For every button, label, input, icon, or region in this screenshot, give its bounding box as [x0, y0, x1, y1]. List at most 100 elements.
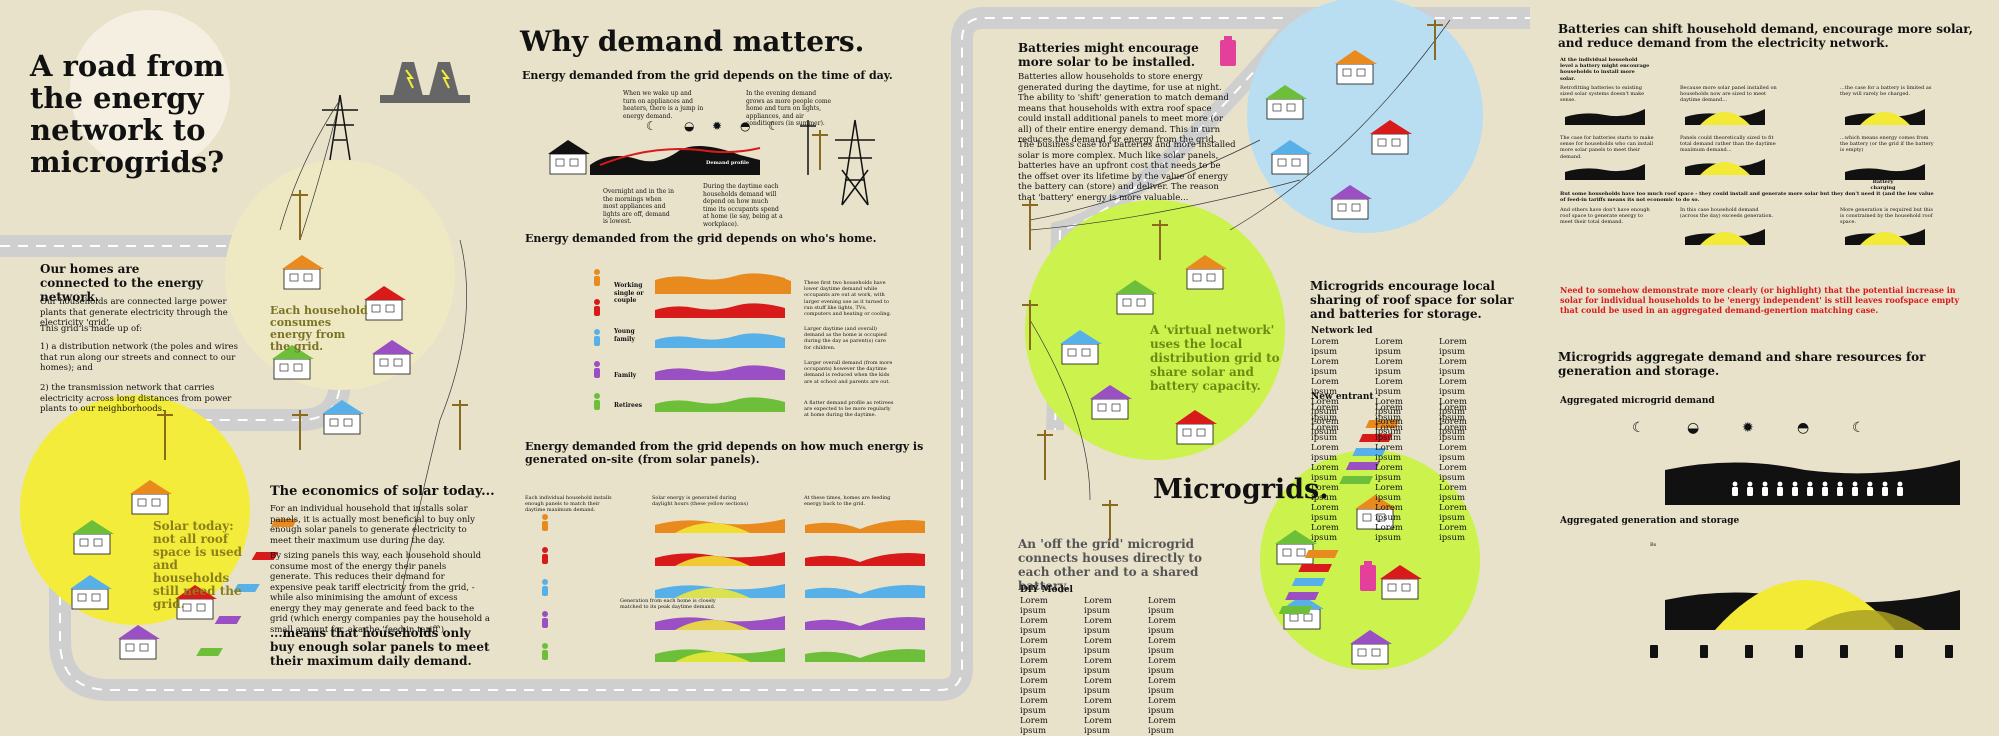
svg-text:◓: ◓	[740, 119, 750, 133]
svg-text:◒: ◒	[684, 119, 694, 133]
household-label: Working single or couple	[614, 282, 644, 304]
p4-note-7: ...which means energy comes from the bat…	[1840, 135, 1934, 154]
lorem-row: Lorem ipsum Lorem ipsum Lorem ipsum	[1311, 443, 1511, 463]
p4-note-5: The case for batteries starts to make se…	[1560, 135, 1654, 160]
homes-paragraph-3: 1) a distribution network (the poles and…	[40, 342, 238, 373]
homes-paragraph-2: This grid is made up of:	[40, 324, 143, 334]
mini-solar-graph	[1860, 112, 1910, 125]
person-icon	[1882, 481, 1888, 487]
lorem-cell: Lorem ipsum	[1148, 716, 1176, 736]
svg-text:☾: ☾	[768, 119, 779, 133]
lorem-cell: Lorem ipsum	[1020, 596, 1048, 616]
p4-note-1: At the individual household level a batt…	[1560, 57, 1650, 82]
person-icon	[542, 579, 548, 585]
economics-paragraph-1: For an individual household that install…	[270, 504, 475, 546]
solar-panel-icon	[1345, 462, 1380, 470]
solar-panel-icon	[1291, 578, 1326, 586]
solar-panel-icon	[1285, 592, 1319, 600]
virtual-network-label: A 'virtual network' uses the local distr…	[1150, 323, 1280, 393]
lorem-cell: Lorem ipsum	[1084, 676, 1112, 696]
solar-panel-icon	[1298, 564, 1333, 572]
lorem-cell: Lorem ipsum	[1375, 423, 1403, 443]
house-icon	[1060, 255, 1227, 445]
onsite-note-2: Solar energy is generated during dayligh…	[652, 495, 749, 508]
mini-solar-graph	[1860, 232, 1910, 245]
lorem-cell: Lorem ipsum	[1375, 483, 1403, 503]
svg-text:☾: ☾	[646, 119, 657, 133]
demand-profile-curve	[590, 146, 760, 175]
solar-panel-icon	[1304, 550, 1339, 558]
p4-note-4: ...the case for a battery is limited as …	[1840, 85, 1932, 98]
person-icon	[542, 521, 548, 531]
mini-solar-graph	[1700, 112, 1750, 125]
lorem-cell: Lorem ipsum	[1020, 616, 1048, 636]
batteries-paragraph-2: The business case for batteries and more…	[1018, 140, 1236, 203]
solar-panel-icon	[1365, 420, 1400, 428]
microgrids-title: Microgrids.	[1153, 474, 1329, 505]
p4-note-2: Retrofitting batteries to existing sized…	[1560, 85, 1645, 104]
main-title: A road from the energy network to microg…	[30, 49, 225, 179]
person-icon	[1882, 487, 1888, 496]
person-icon	[1762, 487, 1768, 496]
person-icon	[1822, 487, 1828, 496]
person-icon	[1867, 487, 1873, 496]
person-icon	[594, 269, 600, 275]
lorem-cell: Lorem ipsum	[1148, 656, 1176, 676]
onsite-note-1: Each individual household installs enoug…	[525, 495, 612, 514]
whos-home-heading: Energy demanded from the grid depends on…	[525, 232, 877, 245]
lorem-cell: Lorem ipsum	[1020, 636, 1048, 656]
person-icon	[542, 514, 548, 520]
person-icon	[542, 611, 548, 617]
network-led-lorem: Lorem ipsum Lorem ipsum Lorem ipsum Lorem i…	[1311, 337, 1511, 437]
household-label: Young family	[614, 328, 635, 343]
lorem-cell: Lorem ipsum	[1148, 636, 1176, 656]
lorem-cell: Lorem ipsum	[1084, 656, 1112, 676]
network-led-label: Network led	[1311, 326, 1373, 336]
solar-panel-icon	[251, 552, 279, 560]
battery-icon	[1745, 645, 1753, 658]
lorem-cell: Lorem ipsum	[1020, 656, 1048, 676]
house-icon	[272, 255, 414, 435]
lorem-cell: Lorem ipsum	[1439, 417, 1467, 437]
sun-moon-icon: ◒	[1687, 420, 1699, 436]
demand-curve	[655, 365, 785, 380]
power-station-icon	[380, 62, 470, 103]
person-icon	[542, 618, 548, 628]
lorem-cell: Lorem ipsum	[1148, 616, 1176, 636]
sun-moon-icon: ☾	[1852, 420, 1865, 436]
solar-panel-icon	[1339, 476, 1374, 484]
diy-model-label: DIY Model	[1020, 585, 1073, 595]
onsite-heading: Energy demanded from the grid depends on…	[525, 440, 924, 466]
person-icon	[594, 361, 600, 367]
lorem-row: Lorem ipsum Lorem ipsum Lorem ipsum	[1311, 377, 1511, 397]
lorem-cell: Lorem ipsum	[1148, 596, 1176, 616]
solar-panel-icon	[233, 584, 260, 592]
lorem-cell: Lorem ipsum	[1439, 523, 1467, 543]
lorem-cell: Lorem ipsum	[1084, 596, 1112, 616]
person-icon	[542, 650, 548, 660]
household-circle-label: Each household consumes energy from the …	[270, 304, 368, 353]
household-desc: Larger overall demand (from more occupan…	[804, 360, 893, 385]
battery-icon	[1840, 645, 1848, 658]
lorem-cell: Lorem ipsum	[1311, 337, 1339, 357]
onsite-note-4: Generation from each home is closely mat…	[620, 598, 716, 611]
lorem-row: Lorem ipsum Lorem ipsum Lorem ipsum	[1020, 676, 1220, 696]
house-icon	[548, 140, 590, 175]
aggregate-title: Microgrids aggregate demand and share re…	[1558, 350, 1926, 378]
lorem-cell: Lorem ipsum	[1311, 423, 1339, 443]
lorem-cell: Lorem ipsum	[1439, 463, 1467, 483]
net-demand-curve	[805, 553, 925, 566]
lorem-row: Lorem ipsum Lorem ipsum Lorem ipsum	[1020, 636, 1220, 656]
demand-profile-label: Demand profile	[706, 160, 750, 166]
time-note-3: Overnight and in the in the mornings whe…	[603, 188, 674, 225]
person-icon	[594, 306, 600, 316]
demand-curve	[655, 333, 785, 348]
person-icon	[594, 299, 600, 305]
battery-icon	[1945, 645, 1953, 658]
lorem-row: Lorem ipsum Lorem ipsum Lorem ipsum	[1311, 503, 1511, 523]
solar-generation	[675, 523, 750, 533]
solar-circle-label: Solar today: not all roof space is used …	[153, 519, 243, 611]
demand-curve	[655, 303, 785, 318]
lorem-cell: Lorem ipsum	[1375, 377, 1403, 397]
lorem-row: Lorem ipsum Lorem ipsum Lorem ipsum	[1311, 463, 1511, 483]
